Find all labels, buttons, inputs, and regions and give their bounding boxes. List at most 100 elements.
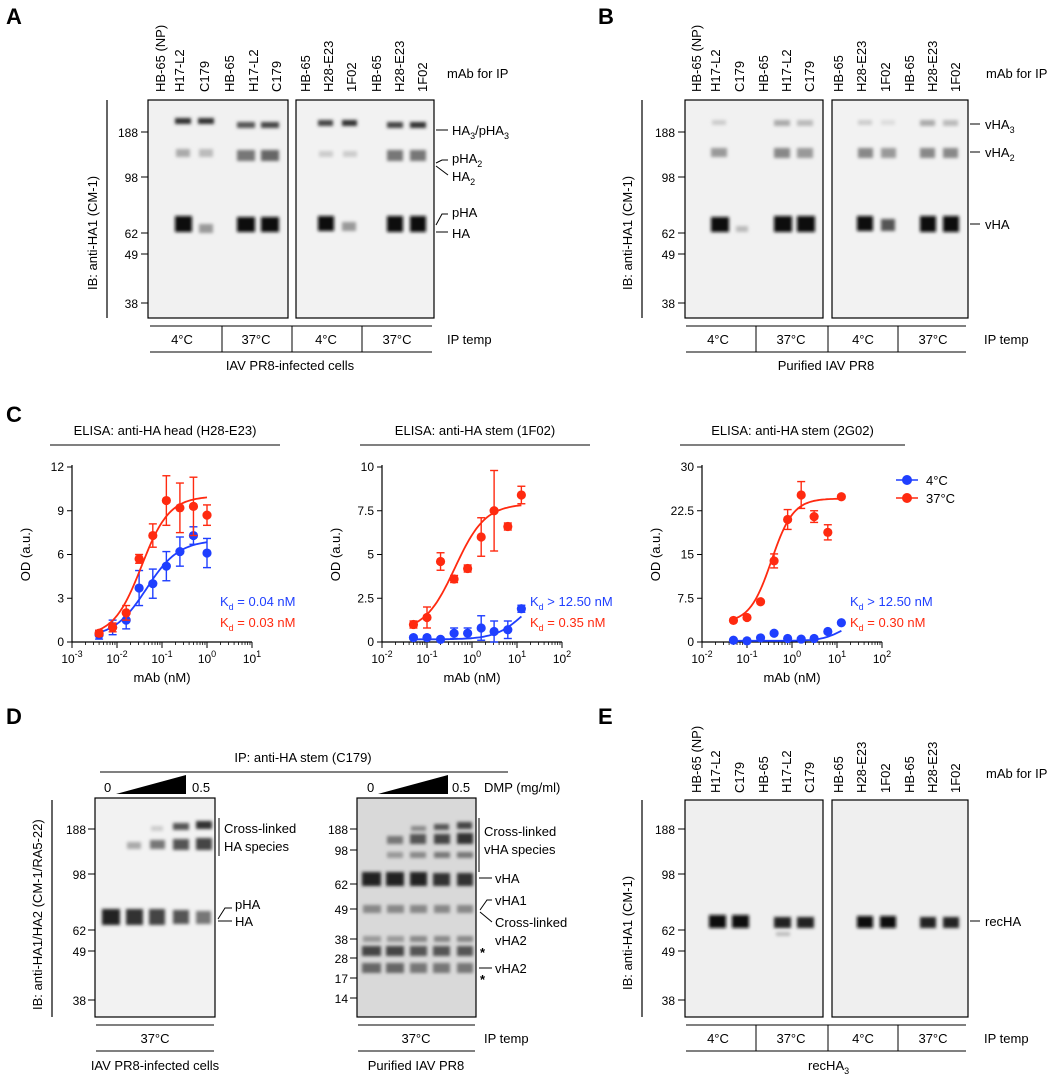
mw-marker: 98	[125, 171, 139, 185]
panel-b: B HB-65 (NP) H17-L2 C179 HB-65 H17-L2 C1…	[598, 4, 1047, 373]
ip-temp-label: IP temp	[984, 1031, 1029, 1046]
y-tick-label: 30	[681, 460, 695, 474]
lane-label: H28-E23	[321, 41, 336, 92]
lane-label: HB-65	[298, 55, 313, 92]
blot-left	[684, 99, 824, 319]
data-point	[516, 604, 526, 614]
mw-marker: 62	[662, 227, 676, 241]
lane-label: H28-E23	[392, 41, 407, 92]
sample-label: recHA3	[808, 1058, 849, 1076]
lane-label: H17-L2	[708, 49, 723, 92]
elisa-chart: ELISA: anti-HA stem (1F02) 0 2.5 5 7.5 10 10-2…	[328, 423, 613, 685]
data-point	[809, 511, 819, 522]
panel-e: E HB-65 (NP) H17-L2 C179 HB-65 H17-L2 C1…	[598, 704, 1047, 1076]
data-point	[94, 628, 104, 638]
kd-annotation: Kd = 0.30 nM	[850, 615, 925, 633]
panel-label: B	[598, 4, 614, 29]
ip-label: mAb for IP	[447, 66, 508, 81]
y-tick-label: 0	[687, 635, 694, 649]
temp-label: 4°C	[707, 332, 729, 347]
temp-label: 4°C	[852, 332, 874, 347]
dmp-end: 0.5	[192, 780, 210, 795]
temp-label: 4°C	[852, 1031, 874, 1046]
data-point	[728, 635, 739, 645]
mw-marker: 38	[662, 297, 676, 311]
dmp-label: DMP (mg/ml)	[484, 780, 560, 795]
lane-label: HB-65 (NP)	[153, 25, 168, 92]
data-point	[202, 548, 212, 558]
kd-annotation: Kd = 0.35 nM	[530, 615, 605, 633]
lane-label: 1F02	[878, 62, 893, 92]
temp-label: 37°C	[140, 1031, 169, 1046]
lane-label: 1F02	[344, 62, 359, 92]
x-tick-label: 100	[783, 649, 801, 666]
y-tick-label: 9	[57, 504, 64, 518]
mw-marker: 49	[335, 903, 349, 917]
y-axis-label: IB: anti-HA1 (CM-1)	[620, 176, 635, 290]
temp-label: 4°C	[171, 332, 193, 347]
data-point	[463, 628, 473, 638]
mw-marker: 49	[662, 248, 676, 262]
asterisk-label: *	[480, 945, 486, 960]
x-tick-label: 102	[873, 649, 891, 666]
y-tick-label: 0	[57, 635, 64, 649]
legend-label: 4°C	[926, 473, 948, 488]
band-label-ha: HA	[452, 226, 470, 241]
band-label-recha: recHA	[985, 914, 1021, 929]
legend-marker-37c	[902, 493, 912, 503]
panel-c: C ELISA: anti-HA head (H28-E23) 0 3 6 9 12 10-…	[6, 402, 955, 685]
x-tick-label: 10-2	[371, 649, 392, 666]
d-right-label: vHA2	[495, 961, 527, 976]
dmp-start: 0	[367, 780, 374, 795]
data-point	[489, 506, 499, 516]
temp-label: 37°C	[918, 332, 947, 347]
data-point	[188, 501, 199, 511]
lane-label: HB-65	[369, 55, 384, 92]
data-point	[449, 574, 459, 584]
y-axis-label: IB: anti-HA1/HA2 (CM-1/RA5-22)	[30, 819, 45, 1010]
mw-marker: 62	[73, 924, 87, 938]
mw-marker: 98	[335, 844, 349, 858]
x-tick-label: 10-1	[416, 649, 437, 666]
elisa-charts: ELISA: anti-HA head (H28-E23) 0 3 6 9 12 10-3 1…	[18, 423, 933, 685]
chart-title: ELISA: anti-HA stem (1F02)	[395, 423, 555, 438]
data-point	[121, 608, 131, 618]
y-tick-label: 7.5	[677, 591, 694, 605]
d-right-label: vHA1	[495, 893, 527, 908]
x-tick-label: 10-1	[151, 649, 172, 666]
ip-temp-label: IP temp	[484, 1031, 529, 1046]
y-tick-label: 0	[367, 635, 374, 649]
sample-label: IAV PR8-infected cells	[226, 358, 355, 373]
mw-marker: 14	[335, 992, 349, 1006]
x-tick-label: 100	[198, 649, 216, 666]
sample-label: Purified IAV PR8	[778, 358, 875, 373]
x-axis-label: mAb (nM)	[443, 670, 500, 685]
kd-annotation: Kd > 12.50 nM	[850, 594, 933, 612]
lane-label: C179	[197, 61, 212, 92]
y-axis-label: OD (a.u.)	[328, 528, 343, 581]
lane-label: C179	[802, 762, 817, 793]
data-point	[422, 633, 432, 643]
data-point	[134, 554, 144, 564]
data-point	[769, 628, 779, 638]
mw-marker: 38	[73, 994, 87, 1008]
kd-annotation: Kd = 0.04 nM	[220, 594, 295, 612]
mw-marker: 28	[335, 952, 349, 966]
x-axis-label: mAb (nM)	[763, 670, 820, 685]
data-point	[134, 583, 144, 593]
blot-right	[831, 799, 969, 1018]
data-point	[476, 623, 486, 633]
lane-label: H17-L2	[172, 49, 187, 92]
data-point	[796, 490, 806, 500]
data-point	[796, 634, 806, 644]
temp-label: 37°C	[776, 1031, 805, 1046]
d-left-label: pHA	[235, 897, 261, 912]
lane-label: HB-65	[756, 756, 771, 793]
blot-left	[147, 99, 289, 319]
mw-marker: 49	[73, 945, 87, 959]
data-point	[161, 495, 171, 506]
band-label-vha3: vHA3	[985, 117, 1015, 135]
panel-label: A	[6, 4, 22, 29]
data-point	[463, 563, 473, 574]
mw-marker: 188	[655, 126, 675, 140]
